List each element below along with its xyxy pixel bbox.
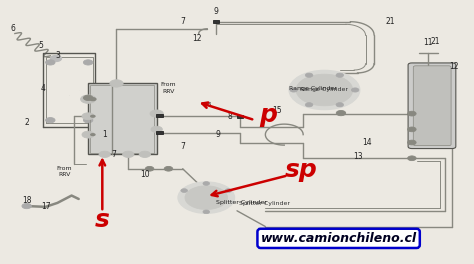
Text: 8: 8 — [228, 112, 232, 121]
Circle shape — [408, 111, 416, 116]
Text: RRV: RRV — [58, 172, 71, 177]
Circle shape — [289, 70, 360, 110]
Circle shape — [82, 131, 94, 138]
Text: 14: 14 — [362, 138, 372, 147]
Text: 21: 21 — [386, 17, 395, 26]
Circle shape — [90, 133, 96, 136]
Circle shape — [139, 151, 151, 157]
Circle shape — [83, 60, 93, 65]
Text: 10: 10 — [140, 169, 150, 178]
Text: 21: 21 — [431, 37, 440, 46]
Text: p: p — [259, 103, 277, 127]
Circle shape — [408, 156, 416, 161]
Circle shape — [305, 103, 313, 107]
Text: 1: 1 — [102, 130, 107, 139]
Text: RRV: RRV — [162, 89, 174, 94]
Text: 17: 17 — [41, 202, 50, 211]
Text: 11: 11 — [424, 38, 433, 47]
FancyBboxPatch shape — [408, 63, 456, 149]
Text: 12: 12 — [192, 34, 201, 43]
Circle shape — [185, 186, 228, 209]
Text: Splitter Cylinder: Splitter Cylinder — [216, 200, 267, 205]
Circle shape — [408, 127, 416, 132]
Text: 6: 6 — [10, 24, 15, 33]
Circle shape — [46, 60, 55, 65]
Circle shape — [110, 80, 123, 87]
Text: 4: 4 — [41, 84, 46, 93]
Circle shape — [164, 166, 173, 171]
Text: B: B — [207, 102, 211, 107]
Circle shape — [290, 88, 298, 92]
Text: From: From — [161, 82, 176, 87]
Text: 3: 3 — [55, 51, 60, 60]
Circle shape — [146, 166, 154, 171]
Text: 9: 9 — [216, 130, 220, 139]
Text: www.camionchileno.cl: www.camionchileno.cl — [261, 232, 417, 245]
Circle shape — [178, 182, 235, 213]
Circle shape — [151, 126, 162, 133]
Text: 7: 7 — [180, 142, 185, 151]
Text: 13: 13 — [353, 152, 362, 162]
Circle shape — [225, 189, 232, 192]
Text: From: From — [57, 166, 73, 171]
FancyBboxPatch shape — [156, 131, 163, 134]
Circle shape — [336, 110, 346, 116]
FancyBboxPatch shape — [237, 115, 243, 119]
FancyBboxPatch shape — [156, 114, 163, 117]
Circle shape — [89, 97, 97, 101]
FancyBboxPatch shape — [88, 83, 156, 154]
Text: Range Cylinder: Range Cylinder — [301, 87, 348, 92]
Text: sp: sp — [284, 158, 317, 182]
Circle shape — [123, 151, 134, 157]
Text: 18: 18 — [22, 196, 31, 205]
Circle shape — [81, 95, 96, 103]
Circle shape — [99, 151, 110, 157]
Circle shape — [83, 117, 93, 123]
Text: 2: 2 — [24, 118, 29, 127]
Text: 7: 7 — [180, 17, 185, 26]
Circle shape — [82, 113, 94, 120]
Circle shape — [150, 110, 163, 117]
Circle shape — [336, 103, 344, 107]
Circle shape — [46, 117, 55, 123]
Circle shape — [408, 140, 416, 145]
Text: 15: 15 — [273, 106, 282, 115]
Circle shape — [203, 210, 210, 214]
Circle shape — [181, 189, 188, 192]
Text: 9: 9 — [213, 7, 218, 16]
Circle shape — [59, 84, 80, 96]
Text: s: s — [95, 208, 110, 232]
Circle shape — [351, 88, 359, 92]
Text: Splitter Cylinder: Splitter Cylinder — [239, 201, 291, 206]
Circle shape — [296, 74, 353, 106]
Circle shape — [22, 204, 31, 209]
Text: 5: 5 — [38, 41, 43, 50]
Text: 12: 12 — [450, 62, 459, 71]
Text: Range Cylinder: Range Cylinder — [289, 86, 337, 91]
FancyBboxPatch shape — [213, 20, 219, 23]
Circle shape — [203, 182, 210, 185]
Circle shape — [305, 73, 313, 77]
FancyBboxPatch shape — [413, 66, 451, 146]
Circle shape — [50, 55, 62, 62]
Circle shape — [90, 115, 96, 118]
Circle shape — [83, 95, 93, 101]
Text: 7: 7 — [112, 150, 117, 159]
Circle shape — [336, 73, 344, 77]
